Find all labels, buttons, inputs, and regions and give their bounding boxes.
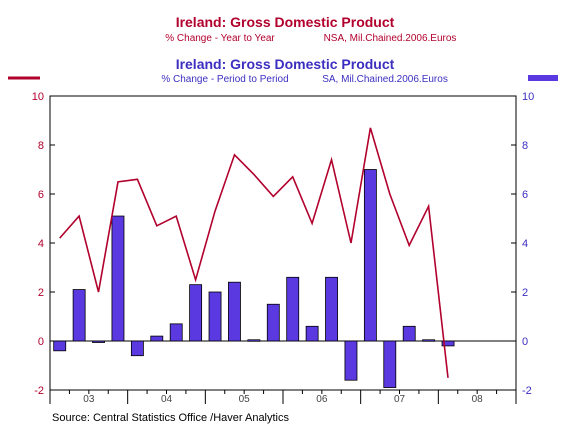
bar-period-to-period [150,335,164,342]
bar-period-to-period [363,169,377,342]
bar-period-to-period [344,340,358,381]
y-tick-label-left: 0 [38,336,44,348]
plot-area: -2 -2 0 0 2 2 4 4 6 6 8 8 10 10 03 04 05 06 07 08 [32,91,535,405]
bar-period-to-period [305,325,319,342]
bar-period-to-period [111,215,125,342]
bar-period-to-period [208,291,222,342]
y-tick-label-left: 4 [38,238,44,250]
y-tick-label-right: -2 [522,385,532,397]
bar-period-to-period [441,340,455,347]
subtitle-nsa-right: NSA, Mil.Chained.2006.Euros [324,33,457,44]
bar-period-to-period [130,340,144,357]
bar-period-to-period [325,276,338,342]
subtitle-sa-right: SA, Mil.Chained.2006.Euros [322,74,448,85]
y-tick-label-left: 2 [38,287,44,299]
y-tick-label-right: 4 [522,238,528,250]
bar-period-to-period [286,276,300,342]
bar-period-to-period [422,339,436,342]
bar-period-to-period [383,340,397,388]
x-year-label: 06 [316,394,328,405]
x-year-label: 04 [161,394,173,405]
y-tick-label-right: 2 [522,287,528,299]
source-note: Source: Central Statistics Office /Haver… [52,412,289,424]
bar-period-to-period [169,323,183,342]
y-tick-label-left: 10 [32,91,44,103]
legend-bar-key [528,75,558,81]
y-tick-label-left: 8 [38,140,44,152]
bar-period-to-period [92,340,105,343]
bar-period-to-period [53,340,67,352]
bar-period-to-period [247,339,261,342]
x-year-label: 08 [472,394,484,405]
subtitle-sa-left: % Change - Period to Period [161,74,288,85]
title-sa: Ireland: Gross Domestic Product [176,56,395,72]
y-tick-label-right: 10 [522,91,534,103]
x-year-label: 05 [239,394,251,405]
title-nsa: Ireland: Gross Domestic Product [176,14,395,30]
bar-period-to-period [228,281,241,342]
bar-period-to-period [189,284,203,342]
bar-period-to-period [266,303,280,342]
bar-period-to-period [402,325,416,342]
x-year-label: 03 [83,394,95,405]
y-tick-label-left: 6 [38,189,44,201]
bar-period-to-period [72,289,86,342]
y-tick-label-left: -2 [34,385,44,397]
y-tick-label-right: 8 [522,140,528,152]
y-tick-label-right: 6 [522,189,528,201]
subtitle-nsa-left: % Change - Year to Year [165,33,275,44]
line-year-to-year [59,127,449,378]
y-tick-label-right: 0 [522,336,528,348]
x-year-label: 07 [394,394,406,405]
